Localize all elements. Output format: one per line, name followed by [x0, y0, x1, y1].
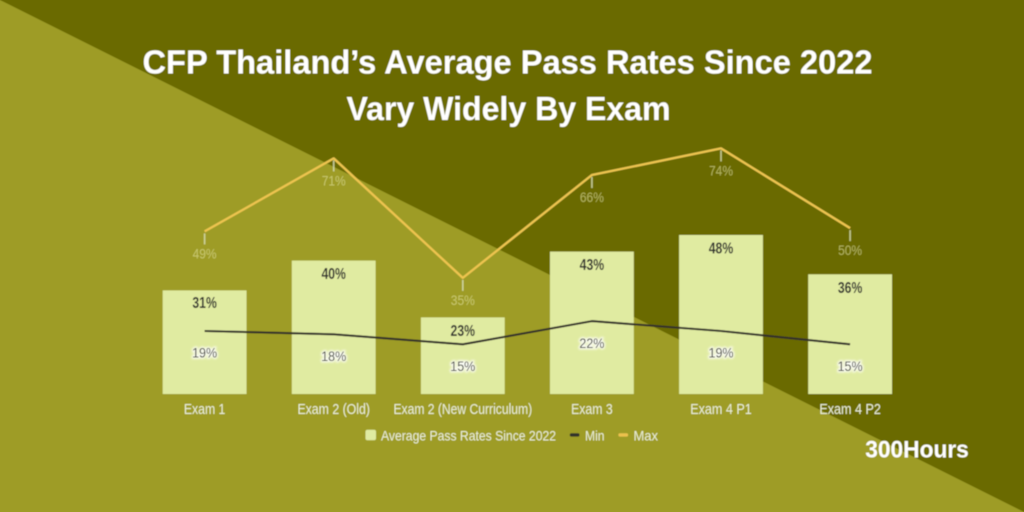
- svg-text:Exam 4 P2: Exam 4 P2: [819, 402, 881, 418]
- svg-text:23%: 23%: [451, 323, 476, 340]
- svg-text:300Hours: 300Hours: [865, 436, 969, 463]
- svg-text:Max: Max: [634, 427, 659, 443]
- svg-text:Vary Widely By Exam: Vary Widely By Exam: [347, 91, 671, 128]
- svg-text:43%: 43%: [580, 257, 605, 274]
- svg-text:Exam 2 (New Curriculum): Exam 2 (New Curriculum): [393, 402, 532, 418]
- svg-text:31%: 31%: [192, 295, 217, 312]
- svg-text:36%: 36%: [838, 280, 863, 297]
- svg-text:CFP Thailand’s Average Pass Ra: CFP Thailand’s Average Pass Rates Since …: [143, 44, 873, 81]
- svg-text:Exam 4 P1: Exam 4 P1: [690, 402, 752, 418]
- svg-text:40%: 40%: [321, 266, 346, 283]
- svg-text:Exam 1: Exam 1: [184, 402, 226, 418]
- svg-text:35%: 35%: [451, 292, 475, 308]
- svg-text:Exam 2 (Old): Exam 2 (Old): [297, 402, 370, 418]
- svg-text:50%: 50%: [838, 242, 862, 258]
- svg-text:66%: 66%: [580, 189, 604, 205]
- svg-text:Exam 3: Exam 3: [571, 402, 613, 418]
- svg-text:Min: Min: [585, 427, 605, 443]
- svg-text:Average Pass Rates Since 2022: Average Pass Rates Since 2022: [381, 427, 556, 443]
- svg-text:71%: 71%: [322, 172, 346, 188]
- svg-text:49%: 49%: [193, 245, 217, 261]
- svg-text:48%: 48%: [709, 241, 734, 258]
- svg-text:74%: 74%: [709, 162, 733, 178]
